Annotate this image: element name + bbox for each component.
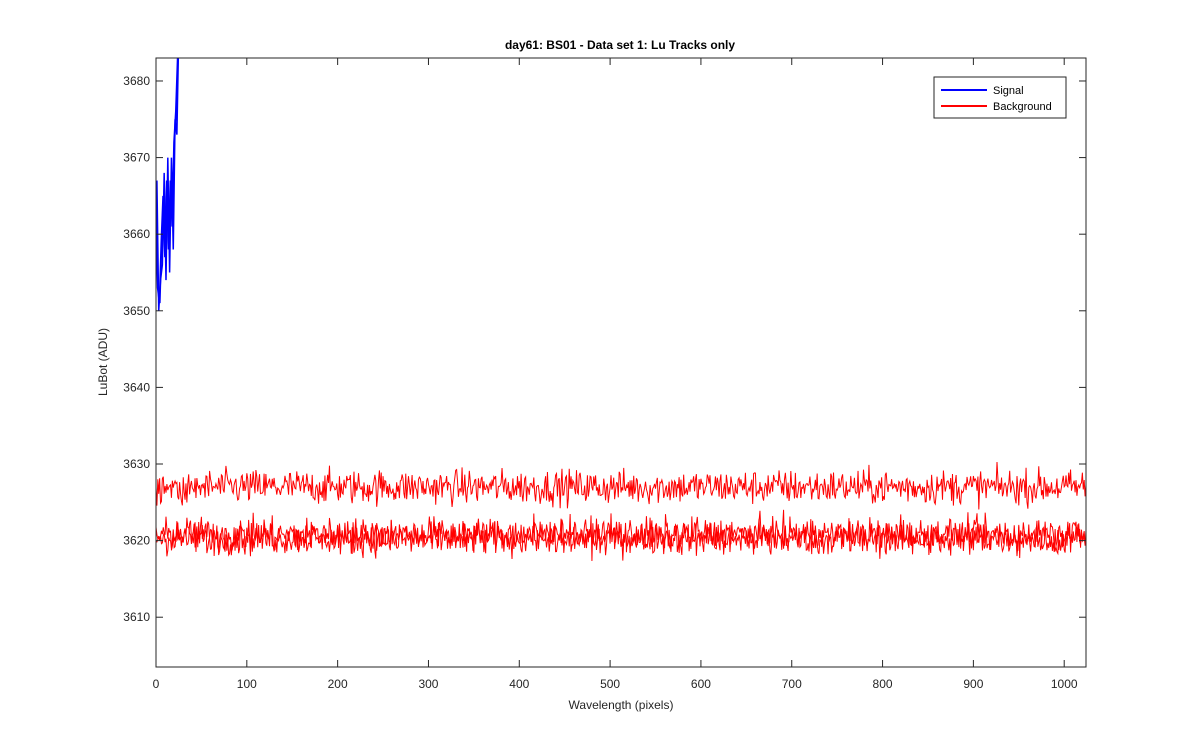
- y-axis: 3610 3620 3630 3640 3650 3660 3670 3680: [123, 74, 1086, 624]
- y-tick-label: 3660: [123, 227, 150, 241]
- x-tick-label: 400: [509, 677, 529, 691]
- x-tick-label: 800: [873, 677, 893, 691]
- legend-box: [933, 76, 1067, 119]
- y-tick-label: 3680: [123, 74, 150, 88]
- y-tick-label: 3630: [123, 457, 150, 471]
- background-trace-lower-2: [156, 509, 1086, 561]
- x-tick-label: 1000: [1051, 677, 1078, 691]
- x-tick-label: 600: [691, 677, 711, 691]
- x-axis-label: Wavelength (pixels): [569, 698, 674, 712]
- x-tick-label: 100: [237, 677, 257, 691]
- y-tick-label: 3640: [123, 380, 150, 394]
- plot-frame: [155, 57, 1087, 668]
- x-tick-label: 0: [153, 677, 160, 691]
- chart-title: day61: BS01 - Data set 1: Lu Tracks only: [505, 38, 735, 52]
- signal-line-strand: [156, 58, 180, 311]
- x-tick-label: 200: [328, 677, 348, 691]
- x-tick-label: 500: [600, 677, 620, 691]
- y-tick-label: 3670: [123, 151, 150, 165]
- y-tick-label: 3650: [123, 304, 150, 318]
- x-tick-label: 700: [782, 677, 802, 691]
- background-trace-lower: [156, 513, 1086, 561]
- legend: Signal Background: [933, 76, 1067, 119]
- x-axis: 0 100 200 300 400 500 600 700 800 900 1000: [153, 58, 1078, 691]
- series-layer: [156, 58, 1086, 561]
- y-axis-label: LuBot (ADU): [96, 328, 110, 396]
- x-tick-label: 300: [418, 677, 438, 691]
- legend-entry-signal: Signal: [993, 85, 1024, 97]
- y-tick-label: 3620: [123, 534, 150, 548]
- background-trace-upper: [156, 462, 1086, 510]
- x-tick-label: 900: [963, 677, 983, 691]
- y-tick-label: 3610: [123, 610, 150, 624]
- legend-entry-background: Background: [993, 101, 1052, 113]
